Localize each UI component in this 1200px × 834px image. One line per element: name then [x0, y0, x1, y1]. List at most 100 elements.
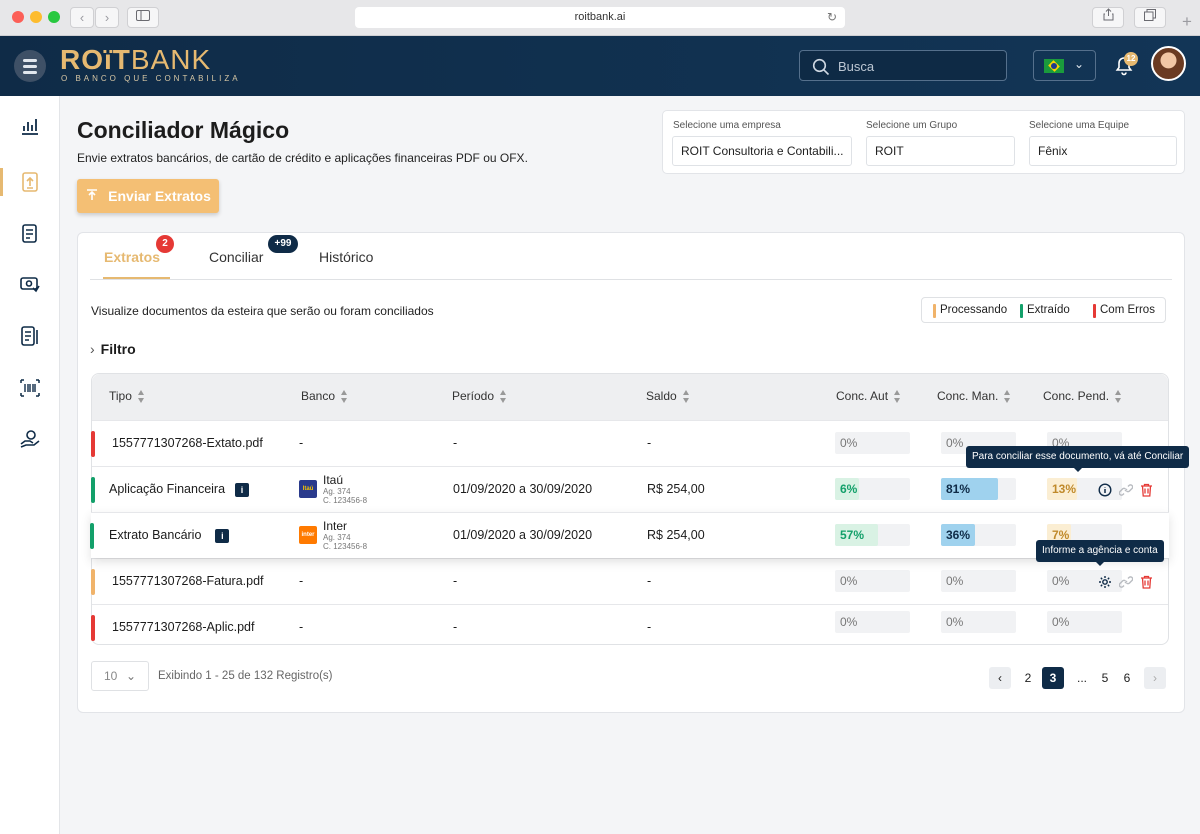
menu-icon[interactable] — [14, 50, 46, 82]
cell-periodo: - — [453, 574, 458, 588]
tabs-icon — [1144, 9, 1156, 21]
maximize-window-button[interactable] — [48, 11, 60, 23]
cell-saldo: R$ 254,00 — [647, 528, 705, 542]
page-3-button[interactable]: 3 — [1042, 667, 1064, 689]
sidebar-item-hand-money[interactable] — [0, 421, 60, 457]
tab-historico[interactable]: Histórico — [319, 249, 374, 265]
sidebar-item-barcode[interactable] — [0, 370, 60, 406]
search-input[interactable] — [838, 57, 998, 75]
pct-value: 57% — [840, 528, 865, 542]
language-select[interactable]: ⌄ — [1033, 50, 1096, 81]
sort-icon — [1115, 390, 1122, 404]
trash-icon[interactable] — [1140, 575, 1153, 589]
column-tipo[interactable]: Tipo — [109, 389, 145, 404]
link-icon[interactable] — [1119, 575, 1133, 589]
tab-conciliar[interactable]: Conciliar — [209, 249, 264, 265]
upload-extratos-button[interactable]: Enviar Extratos — [77, 179, 219, 213]
tab-conciliar-badge: +99 — [268, 235, 298, 253]
cell-conc-aut: 0% — [835, 570, 910, 592]
forward-button[interactable]: › — [95, 7, 119, 28]
cell-conc-pend: 0% — [1047, 611, 1122, 633]
page-2-button[interactable]: 2 — [1024, 671, 1032, 685]
column-conc-pend[interactable]: Conc. Pend. — [1043, 389, 1122, 404]
link-icon[interactable] — [1119, 483, 1133, 497]
column-conc-man[interactable]: Conc. Man. — [937, 389, 1011, 404]
pct-value: 0% — [1052, 615, 1070, 629]
chevron-down-icon: ⌄ — [1074, 57, 1085, 71]
sort-icon — [682, 390, 690, 404]
agencia: Ag. 374 — [323, 533, 351, 542]
barcode-icon — [20, 379, 40, 397]
cell-periodo: 01/09/2020 a 30/09/2020 — [453, 482, 593, 496]
back-button[interactable]: ‹ — [70, 7, 94, 28]
column-saldo[interactable]: Saldo — [646, 389, 690, 404]
sidebar-item-ledger[interactable] — [0, 216, 60, 252]
tooltip-agencia: Informe a agência e conta — [1036, 540, 1164, 566]
search-box[interactable] — [799, 50, 1007, 81]
table-row[interactable]: 1557771307268-Aplic.pdf - - - 0% 0% 0% — [91, 604, 1168, 644]
share-button[interactable] — [1092, 7, 1124, 28]
pct-value: 6% — [840, 482, 858, 496]
cell-tipo: 1557771307268-Extato.pdf — [112, 436, 263, 450]
sidebar — [0, 96, 60, 834]
column-periodo[interactable]: Período — [452, 389, 507, 404]
prev-page-button[interactable]: ‹ — [989, 667, 1011, 689]
gear-icon[interactable] — [1098, 575, 1112, 589]
column-periodo-label: Período — [452, 389, 495, 403]
share-icon — [1103, 8, 1113, 21]
cell-periodo: - — [453, 620, 458, 634]
info-circle-icon[interactable] — [1098, 483, 1112, 497]
table-row[interactable]: 1557771307268-Fatura.pdf - - - 0% 0% 0% — [91, 558, 1168, 604]
tab-extratos[interactable]: Extratos — [104, 249, 161, 265]
trash-icon[interactable] — [1140, 483, 1153, 497]
empresa-select[interactable]: ROIT Consultoria e Contabili... — [672, 136, 852, 166]
pct-value: 36% — [946, 528, 971, 542]
status-indicator — [90, 523, 94, 549]
table-row[interactable]: Aplicação Financeira i Itaú Itaú Ag. 374 C… — [91, 466, 1168, 512]
page-size-select[interactable]: 10 ⌄ — [91, 661, 149, 691]
sort-icon — [341, 390, 348, 404]
inter-logo: inter — [299, 526, 317, 544]
cell-banco: - — [299, 574, 304, 588]
sidebar-item-dashboard[interactable] — [0, 108, 60, 144]
address-bar[interactable]: roitbank.ai ↻ — [355, 7, 845, 28]
filter-label: Filtro — [100, 341, 136, 357]
sidebar-toggle-button[interactable] — [127, 7, 159, 28]
tabs-divider — [90, 279, 1172, 280]
filter-toggle[interactable]: › Filtro — [90, 341, 136, 357]
logo[interactable]: ROïTBANK — [60, 44, 211, 76]
tab-extratos-badge: 2 — [156, 235, 174, 253]
info-icon[interactable]: i — [215, 528, 230, 543]
new-tab-icon[interactable]: + — [1182, 12, 1192, 31]
receipt-icon — [21, 326, 38, 346]
table-row[interactable]: Extrato Bancário i inter Inter Ag. 374 C. … — [90, 512, 1169, 558]
column-banco-label: Banco — [301, 389, 336, 403]
pagination-ellipsis: ... — [1076, 671, 1087, 685]
active-tab-indicator — [103, 277, 170, 279]
info-icon[interactable]: i — [235, 482, 250, 497]
sidebar-item-invoices[interactable] — [0, 318, 60, 354]
minimize-window-button[interactable] — [30, 11, 42, 23]
column-banco[interactable]: Banco — [301, 389, 348, 404]
cell-banco-conta: Ag. 374 C. 123456-8 — [323, 533, 367, 551]
reload-icon[interactable]: ↻ — [826, 10, 837, 24]
page-5-button[interactable]: 5 — [1101, 671, 1109, 685]
column-conc-aut[interactable]: Conc. Aut — [836, 389, 901, 404]
sidebar-toggle-icon — [136, 10, 150, 21]
pct-value: 0% — [946, 574, 964, 588]
sidebar-item-conciliador[interactable] — [0, 164, 60, 200]
sidebar-item-payments[interactable] — [0, 267, 60, 303]
tabs-overview-button[interactable] — [1134, 7, 1166, 28]
next-page-button[interactable]: › — [1144, 667, 1166, 689]
grupo-select[interactable]: ROIT — [866, 136, 1015, 166]
legend-processando: Processando — [933, 304, 1007, 318]
app-header: ROïTBANK O BANCO QUE CONTABILIZA ⌄ — [0, 36, 1200, 96]
cell-periodo: 01/09/2020 a 30/09/2020 — [453, 528, 593, 542]
cell-tipo: Aplicação Financeira i — [109, 482, 250, 497]
equipe-select[interactable]: Fênix — [1029, 136, 1177, 166]
avatar[interactable] — [1151, 46, 1186, 81]
cell-banco-conta: Ag. 374 C. 123456-8 — [323, 487, 367, 505]
page-6-button[interactable]: 6 — [1123, 671, 1131, 685]
close-window-button[interactable] — [12, 11, 24, 23]
cell-conc-man: 81% — [941, 478, 1016, 500]
